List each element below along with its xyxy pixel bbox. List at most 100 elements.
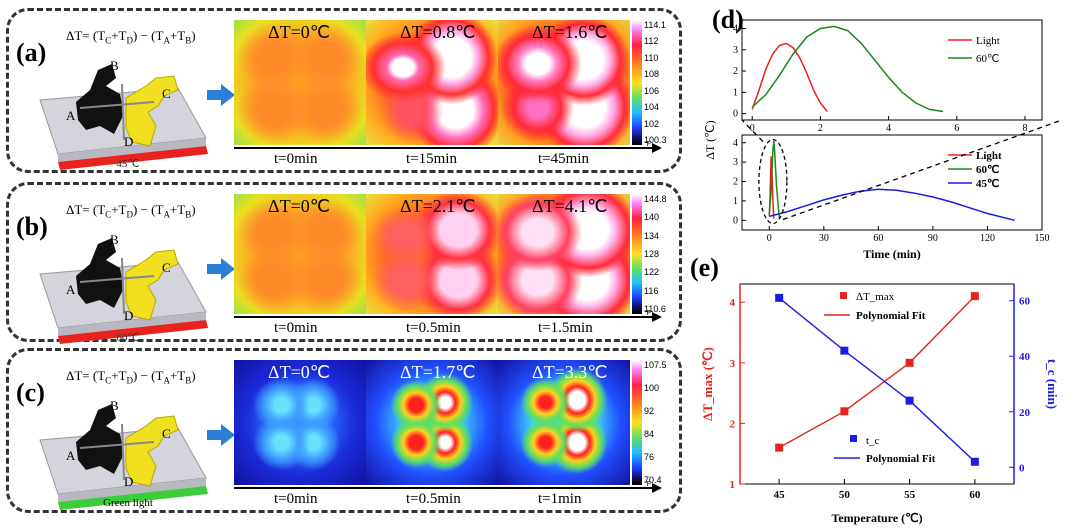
formula-c: ΔT= (TC+TD) − (TA+TB) (66, 368, 196, 386)
data-point-right (840, 346, 849, 355)
colorbar-tick: 106 (644, 85, 660, 96)
device-label-a: A (66, 282, 76, 297)
series-line-45℃ (769, 188, 1015, 222)
substrate-side (58, 138, 206, 162)
y-axis-label-right: t_c (min) (1045, 359, 1060, 409)
series-line-60℃ (768, 140, 781, 219)
split-line (79, 441, 155, 449)
x-tick-label: 2 (818, 123, 823, 134)
zoom-ellipse (758, 138, 788, 225)
split-line (121, 257, 125, 315)
device-label-d: D (124, 134, 133, 149)
delta-t-label: ΔT=0℃ (268, 196, 330, 216)
data-point-left (840, 407, 849, 416)
colorbar-c (632, 360, 642, 485)
legend-label: Polynomial Fit (866, 453, 936, 465)
stimulus-label: 45℃ (116, 158, 139, 170)
thermal-frame-b-1 (366, 194, 498, 314)
stimulus-layer (58, 320, 208, 344)
x-tick-label: 45 (774, 489, 786, 501)
y-tick-label: 2 (733, 66, 738, 77)
time-axis-arrowhead (652, 143, 662, 153)
y-axis-label: ΔT (℃) (703, 120, 717, 159)
stimulus-layer (58, 146, 208, 170)
delta-t-label: ΔT=0℃ (268, 362, 330, 382)
time-axis (234, 316, 654, 318)
x-tick-label: 60 (873, 233, 883, 244)
delta-t-label: ΔT=3.3℃ (532, 362, 608, 382)
legend-label: 60℃ (976, 53, 999, 65)
device-illustration-a: A B C D 45℃ (39, 58, 208, 170)
panel-box-b (6, 182, 682, 342)
colorbar-tick: 102 (644, 118, 660, 129)
arm-ab (76, 404, 124, 474)
stimulus-layer (58, 486, 208, 510)
colorbar-tick: 84 (644, 429, 655, 439)
colorbar-unit: °F (644, 481, 652, 488)
y-tick-label-left: 3 (730, 358, 736, 370)
arm-ab (76, 238, 124, 308)
x-tick-label: 120 (980, 233, 995, 244)
colorbar-tick: 134 (644, 230, 660, 241)
time-label: t=1.5min (538, 320, 593, 336)
delta-t-label: ΔT=0.8℃ (400, 22, 476, 42)
time-label: t=1min (538, 491, 582, 507)
thermal-frame-a-0 (234, 20, 366, 145)
arm-cd (125, 75, 179, 147)
stimulus-label: Green light (103, 497, 153, 509)
substrate-side (58, 312, 206, 336)
time-label: t=45min (538, 151, 589, 167)
fit-line-right (778, 297, 976, 463)
thermal-frame-b-2 (498, 194, 630, 314)
plot-frame (741, 134, 1043, 231)
data-point-left (905, 358, 914, 367)
colorbar-tick: 100.3 (644, 135, 667, 145)
legend-label: t_c (866, 435, 880, 447)
y-tick-label-left: 4 (730, 297, 736, 309)
arrow-icon (207, 258, 235, 280)
device-label-b: B (110, 58, 119, 73)
stimulus-label: 60℃ (116, 332, 139, 344)
data-point-left (775, 443, 784, 452)
legend-label: 60℃ (976, 164, 999, 176)
time-label: t=0min (274, 491, 318, 507)
substrate-side (58, 478, 206, 502)
zoom-connector (782, 119, 1063, 221)
colorbar-tick: 104 (644, 102, 660, 113)
x-axis-label: Time (min) (863, 247, 920, 261)
arrow-icon (207, 84, 235, 106)
panel-box-a (6, 8, 682, 173)
delta-t-label: ΔT=2.1℃ (400, 196, 476, 216)
arm-ab (76, 64, 124, 134)
device-label-c: C (162, 260, 171, 275)
formula-a: ΔT= (TC+TD) − (TA+TB) (66, 28, 196, 46)
formula-b: ΔT= (TC+TD) − (TA+TB) (66, 202, 196, 220)
data-point-right (775, 293, 784, 302)
x-tick-label: 50 (839, 489, 851, 501)
colorbar-tick: 144.8 (644, 194, 667, 204)
legend-label: ΔT_max (856, 291, 895, 303)
colorbar-tick: 70.4 (644, 475, 662, 485)
colorbar-unit: °F (644, 141, 652, 148)
legend-marker (850, 435, 857, 442)
y-tick-label-left: 2 (730, 418, 736, 430)
time-axis-arrowhead (652, 312, 662, 322)
device-label-b: B (110, 398, 119, 413)
x-tick-label: 150 (1035, 233, 1050, 244)
colorbar-tick: 110 (644, 52, 659, 63)
colorbar-b (632, 194, 642, 314)
colorbar-tick: 112 (644, 36, 659, 47)
y-tick-label: 3 (733, 45, 738, 56)
legend-label: Light (976, 150, 1002, 162)
colorbar-tick: 100 (644, 383, 660, 393)
x-tick-label: 6 (954, 123, 959, 134)
legend-label: Polynomial Fit (856, 310, 926, 322)
colorbar-tick: 128 (644, 249, 660, 259)
device-label-b: B (110, 232, 119, 247)
x-tick-label: 4 (886, 123, 891, 134)
legend-label: 45℃ (976, 178, 999, 190)
y-tick-label: 4 (733, 24, 738, 35)
data-point-left (970, 292, 979, 301)
x-tick-label: 55 (904, 489, 916, 501)
